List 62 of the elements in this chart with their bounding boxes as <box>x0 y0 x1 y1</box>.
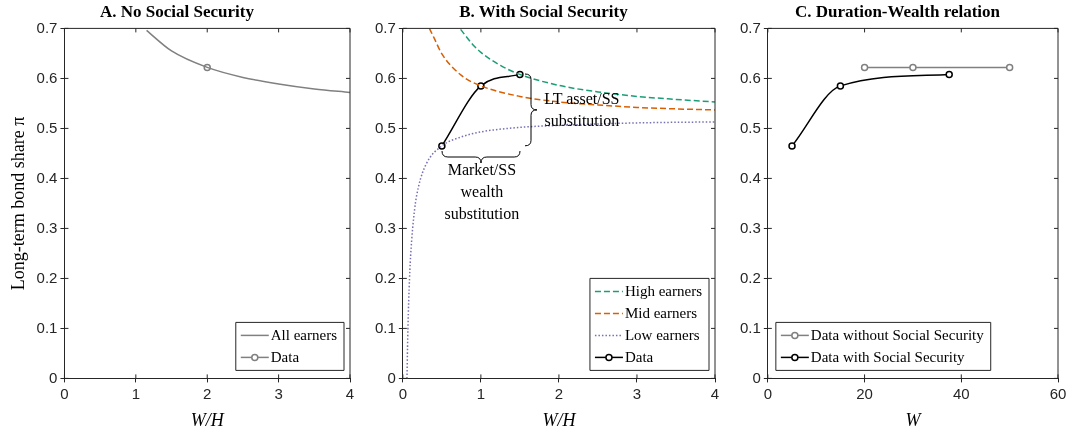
y-tick-label: 0.4 <box>739 168 761 186</box>
x-tick-label: 0 <box>763 384 773 402</box>
y-tick-label: 0.6 <box>374 68 396 86</box>
y-tick-label: 0.6 <box>36 68 58 86</box>
x-axis-title: W/H <box>542 409 577 430</box>
legend-label: Mid earners <box>624 305 698 322</box>
legend-label: Data <box>624 349 654 366</box>
point <box>909 63 917 72</box>
x-tick-label: 1 <box>131 384 141 402</box>
y-tick-label: 0 <box>387 368 396 386</box>
y-tick-label: 0.4 <box>36 168 58 186</box>
x-tick-label: 2 <box>203 384 212 402</box>
point <box>836 82 845 90</box>
point <box>860 63 869 72</box>
x-tick-label: 60 <box>1049 384 1067 402</box>
point <box>788 142 796 150</box>
y-tick-label: 0.7 <box>36 18 58 36</box>
x-axis-title: W/H <box>190 409 225 430</box>
x-tick-label: 4 <box>345 384 355 402</box>
chart-title: A. No Social Security <box>100 1 255 21</box>
annotation: Market/SS wealth substitution <box>444 161 520 223</box>
x-tick-label: 4 <box>710 384 720 402</box>
x-tick-label: 20 <box>856 384 873 402</box>
x-tick-label: 3 <box>274 384 283 402</box>
y-tick-label: 0 <box>752 368 761 386</box>
y-tick-label: 0.2 <box>374 268 396 286</box>
legend-label: All earners <box>270 327 338 344</box>
x-tick-label: 0 <box>60 384 69 402</box>
y-tick-label: 0.1 <box>374 318 396 336</box>
x-tick-label: 0 <box>398 384 408 402</box>
x-tick-label: 3 <box>632 384 642 402</box>
y-tick-label: 0.4 <box>374 168 396 186</box>
y-tick-label: 0.5 <box>374 118 396 136</box>
y-tick-label: 0.7 <box>374 18 396 36</box>
x-tick-label: 1 <box>476 384 486 402</box>
legend-label: Data without Social Security <box>810 327 985 344</box>
legend-label: High earners <box>624 283 703 300</box>
y-tick-label: 0.6 <box>739 68 761 86</box>
point <box>945 70 953 79</box>
y-axis-title: Long-term bond share π <box>7 116 28 291</box>
y-tick-label: 0.7 <box>739 18 761 36</box>
line-series <box>459 28 715 103</box>
chart-title: C. Duration-Wealth relation <box>794 1 1001 21</box>
point <box>1005 63 1014 72</box>
y-tick-label: 0.5 <box>739 118 761 136</box>
y-tick-label: 0.3 <box>36 218 58 236</box>
x-tick-label: 2 <box>554 384 564 402</box>
legend-label: Data <box>270 349 300 366</box>
x-axis-title: W <box>905 409 923 430</box>
line-series <box>145 29 350 94</box>
x-tick-label: 40 <box>952 384 970 402</box>
y-tick-label: 0 <box>49 368 58 386</box>
y-tick-label: 0.5 <box>36 118 58 136</box>
y-tick-label: 0.1 <box>36 318 58 336</box>
chart-title: B. With Social Security <box>459 1 629 21</box>
y-tick-label: 0.3 <box>739 218 761 236</box>
y-tick-label: 0.1 <box>739 318 761 336</box>
y-tick-label: 0.2 <box>36 268 58 286</box>
legend-label: Low earners <box>624 327 700 344</box>
legend-label: Data with Social Security <box>810 349 966 366</box>
y-tick-label: 0.3 <box>374 218 396 236</box>
y-tick-label: 0.2 <box>739 268 761 286</box>
